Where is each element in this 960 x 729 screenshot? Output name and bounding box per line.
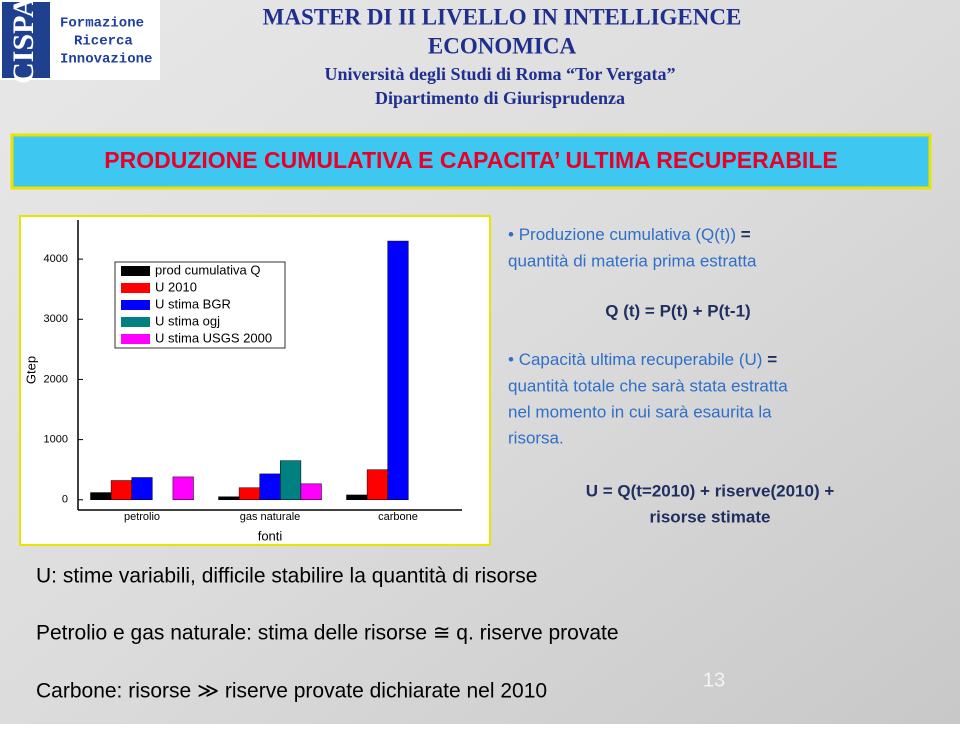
- y-tick-label: 3000: [44, 313, 68, 325]
- legend-swatch: [121, 300, 150, 310]
- bar: [366, 469, 388, 501]
- bullet-text: risorsa.: [508, 428, 564, 447]
- bar: [90, 492, 112, 501]
- bar: [238, 487, 260, 501]
- x-tick-label: carbone: [378, 511, 418, 523]
- bar: [346, 494, 368, 501]
- bullet-term: Produzione cumulativa (Q(t)): [519, 225, 736, 244]
- bar: [131, 477, 153, 501]
- bullet-text: nel momento in cui sarà esaurita la: [508, 402, 772, 421]
- logo-block: [2, 2, 50, 78]
- bar: [300, 483, 322, 501]
- y-tick-label: 4000: [44, 253, 68, 265]
- note: U: stime variabili, difficile stabilire …: [36, 565, 537, 588]
- header-title: ECONOMICA: [428, 33, 577, 58]
- note: Carbone: risorse ≫ riserve provate dichi…: [36, 680, 547, 703]
- legend-swatch: [121, 334, 150, 344]
- bullet-term: •: [508, 225, 519, 244]
- y-tick-label: 1000: [44, 434, 68, 446]
- formula: risorse stimate: [650, 507, 771, 526]
- y-tick-label: 2000: [44, 373, 68, 385]
- logo-line: Formazione: [60, 16, 144, 32]
- bar: [110, 480, 132, 501]
- formula: Q (t) = P(t) + P(t-1): [605, 301, 750, 320]
- title-bar: [10, 133, 932, 190]
- legend-label: prod cumulativa Q: [155, 262, 261, 277]
- legend-swatch: [121, 317, 150, 327]
- formula: U = Q(t=2010) + riserve(2010) +: [586, 481, 835, 500]
- bullet: • Produzione cumulativa (Q(t)) =: [508, 225, 751, 244]
- note: Petrolio e gas naturale: stima delle ris…: [36, 622, 619, 645]
- legend-swatch: [121, 283, 150, 293]
- x-tick-label: petrolio: [124, 511, 160, 523]
- x-tick-label: gas naturale: [240, 511, 301, 523]
- bar: [387, 240, 409, 501]
- y-axis-label: Gtep: [23, 356, 38, 384]
- header-subtitle: Dipartimento di Giurisprudenza: [375, 88, 625, 108]
- page-number: 13: [703, 669, 725, 691]
- logo-line: Ricerca: [74, 34, 133, 50]
- bullet-term: •: [508, 350, 519, 369]
- header-title: MASTER DI II LIVELLO IN INTELLIGENCE: [263, 4, 742, 29]
- bullet-rest: =: [762, 350, 777, 369]
- legend-label: U 2010: [155, 279, 197, 294]
- legend-label: U stima USGS 2000: [155, 330, 272, 345]
- logo-line: Innovazione: [60, 52, 152, 68]
- bullet: • Capacità ultima recuperabile (U) =: [508, 350, 777, 369]
- bullet-text: quantità totale che sarà stata estratta: [508, 376, 788, 395]
- header-subtitle: Università degli Studi di Roma “Tor Verg…: [324, 64, 675, 84]
- bar: [172, 476, 194, 501]
- legend-label: U stima BGR: [155, 296, 231, 311]
- bar: [280, 460, 302, 501]
- logo-text: CISPA: [7, 0, 40, 84]
- slide-title: PRODUZIONE CUMULATIVA E CAPACITA’ ULTIMA…: [104, 147, 837, 173]
- bullet-term: Capacità ultima recuperabile (U): [519, 350, 763, 369]
- chart: 0 1000 2000 3000 4000 Gtep fonti petrolio gas na…: [23, 220, 462, 543]
- y-tick-label: 0: [62, 494, 68, 506]
- bullet-text: quantità di materia prima estratta: [508, 251, 757, 270]
- legend-swatch: [121, 266, 150, 276]
- legend-label: U stima ogj: [155, 313, 220, 328]
- x-axis-label: fonti: [258, 528, 283, 543]
- bar: [259, 473, 281, 501]
- bullet-rest: =: [736, 225, 751, 244]
- bar: [218, 496, 240, 501]
